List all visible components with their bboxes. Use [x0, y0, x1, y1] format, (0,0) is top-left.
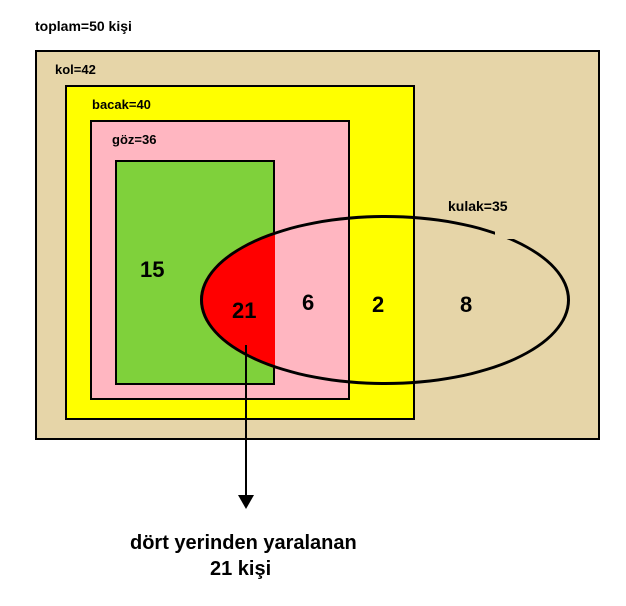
ellipse-gap — [495, 211, 550, 239]
total-label: toplam=50 kişi — [35, 18, 132, 34]
caption-line-1: dört yerinden yaralanan — [130, 532, 357, 555]
value-pink-slice: 6 — [302, 290, 314, 316]
set-kulak-label: kulak=35 — [448, 198, 508, 214]
caption-line-2: 21 kişi — [210, 558, 271, 581]
value-outer-slice: 8 — [460, 292, 472, 318]
diagram-canvas: toplam=50 kişi kol=42 bacak=40 göz=36 ku… — [0, 0, 626, 606]
arrow-head-icon — [238, 495, 254, 509]
value-yellow-slice: 2 — [372, 292, 384, 318]
set-bacak-label: bacak=40 — [92, 97, 151, 112]
value-center: 21 — [232, 298, 256, 324]
set-kol-label: kol=42 — [55, 62, 96, 77]
set-goz-label: göz=36 — [112, 132, 156, 147]
arrow-line — [245, 345, 247, 500]
value-goz-only: 15 — [140, 257, 164, 283]
